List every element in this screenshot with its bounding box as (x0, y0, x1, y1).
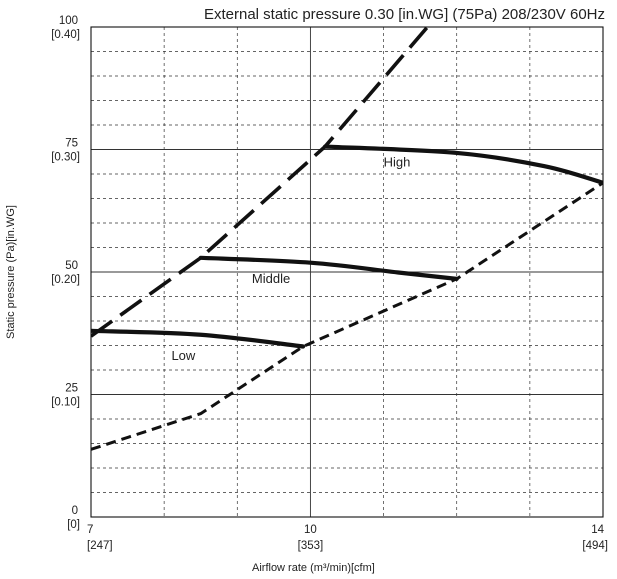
y-tick-label: 50 (65, 260, 78, 272)
plot-frame (90, 26, 604, 518)
x-tick-sublabel: [247] (87, 540, 113, 552)
x-tick-label: 10 (304, 524, 317, 536)
annotation-middle: Middle (252, 271, 290, 286)
y-tick-label: 75 (65, 138, 78, 150)
y-tick-sublabel: [0.20] (51, 274, 80, 286)
x-tick-sublabel: [353] (298, 540, 324, 552)
x-tick-sublabel: [494] (582, 540, 608, 552)
grid (91, 27, 603, 517)
x-axis-label: Airflow rate (m³/min)[cfm] (252, 562, 375, 574)
annotation-low: Low (171, 348, 195, 363)
y-tick-labels: 0 [0] 25 [0.10] 50 [0.20] 75 [0.30] 100 [0.40] (51, 15, 80, 531)
y-tick-sublabel: [0.30] (51, 152, 80, 164)
x-tick-label: 7 (87, 524, 93, 536)
x-tick-label: 14 (591, 524, 604, 536)
chart-title: External static pressure 0.30 [in.WG] (7… (204, 6, 605, 23)
series-line-low (91, 328, 306, 349)
y-tick-sublabel: [0] (67, 519, 80, 531)
series-group (91, 27, 603, 451)
y-tick-sublabel: [0.10] (51, 397, 80, 409)
series-line-middle (198, 255, 459, 281)
annotation-high: High (384, 155, 411, 170)
y-tick-label: 100 (59, 15, 78, 27)
x-tick-labels: 7 [247] 10 [353] 14 [494] (87, 524, 608, 552)
y-tick-label: 0 (72, 505, 78, 517)
y-tick-sublabel: [0.40] (51, 29, 80, 41)
y-axis-label: Static pressure (Pa)[in.WG] (5, 205, 17, 339)
series-line-high (322, 144, 603, 185)
series-line-reference-3 (91, 27, 429, 338)
y-tick-label: 25 (65, 383, 78, 395)
annotations: High Middle Low (171, 155, 410, 364)
